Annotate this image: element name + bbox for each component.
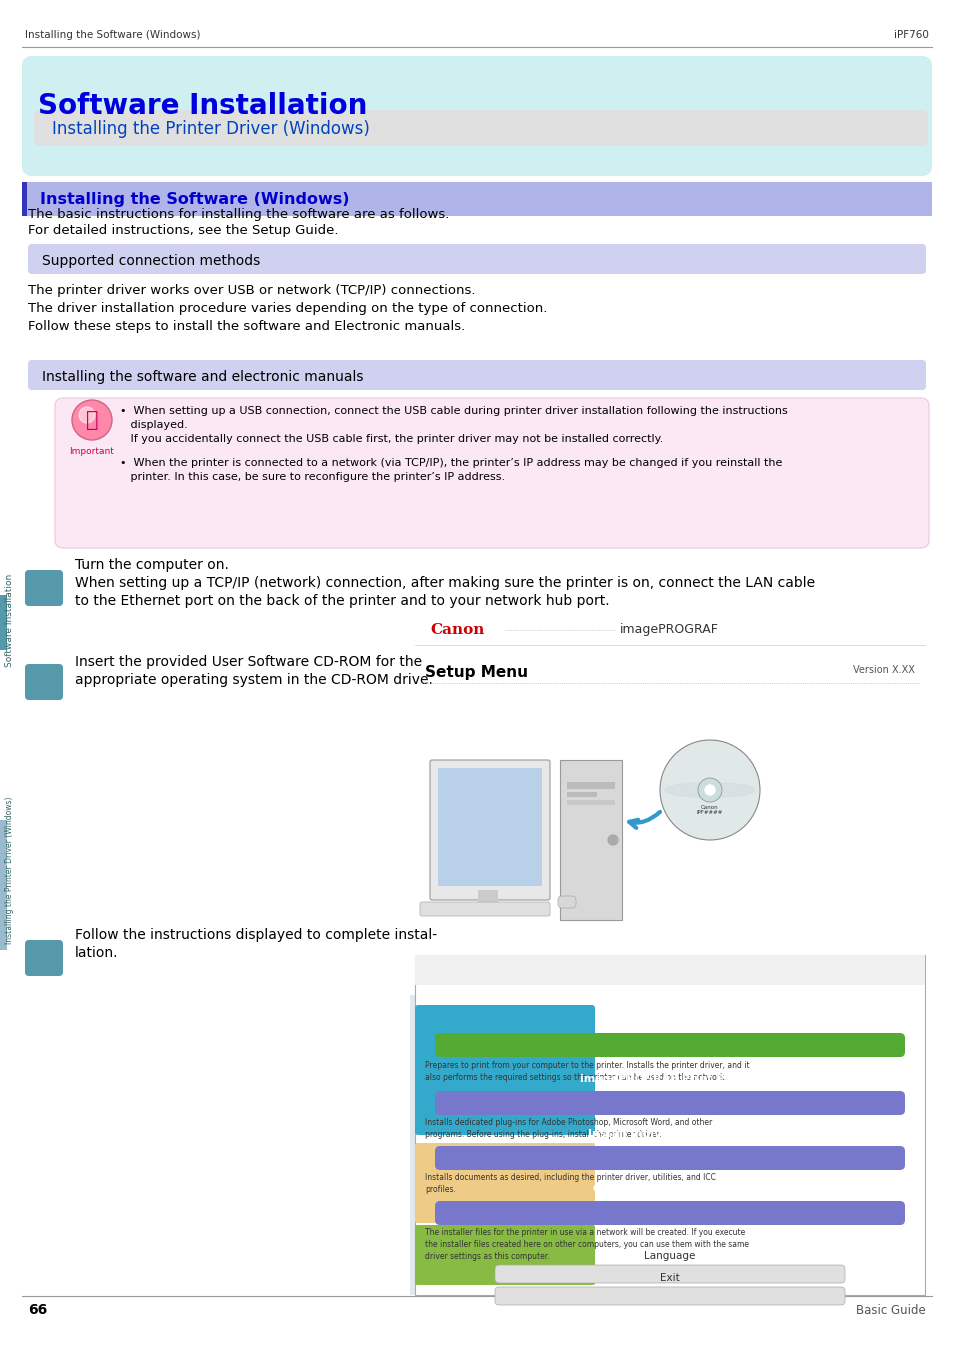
Bar <box>566 782 615 789</box>
Circle shape <box>79 407 95 423</box>
Circle shape <box>71 400 112 439</box>
Bar <box>566 793 597 797</box>
Text: Create the Installer Files: Create the Installer Files <box>592 1184 746 1194</box>
Text: printer. In this case, be sure to reconfigure the printer’s IP address.: printer. In this case, be sure to reconf… <box>120 472 504 483</box>
Text: the installer files created here on other computers, you can use them with the s: the installer files created here on othe… <box>424 1240 748 1250</box>
Text: Follow these steps to install the software and Electronic manuals.: Follow these steps to install the softwa… <box>28 319 465 333</box>
Text: driver settings as this computer.: driver settings as this computer. <box>424 1252 549 1260</box>
FancyBboxPatch shape <box>25 940 63 976</box>
Text: Canon: Canon <box>430 623 484 638</box>
Text: The basic instructions for installing the software are as follows.: The basic instructions for installing th… <box>28 208 449 221</box>
FancyBboxPatch shape <box>558 896 576 909</box>
Text: Software Installation: Software Installation <box>6 573 14 667</box>
Text: Installs dedicated plug-ins for Adobe Photoshop, Microsoft Word, and other: Installs dedicated plug-ins for Adobe Ph… <box>424 1117 712 1127</box>
FancyBboxPatch shape <box>419 902 550 917</box>
Bar <box>415 954 924 1295</box>
Text: For detailed instructions, see the Setup Guide.: For detailed instructions, see the Setup… <box>28 224 338 237</box>
Text: profiles.: profiles. <box>424 1185 456 1194</box>
Text: 66: 66 <box>28 1304 48 1317</box>
Bar <box>559 760 621 919</box>
Text: If you accidentally connect the USB cable first, the printer driver may not be i: If you accidentally connect the USB cabl… <box>120 434 662 443</box>
Text: Installing the Printer Driver (Windows): Installing the Printer Driver (Windows) <box>6 797 14 944</box>
FancyBboxPatch shape <box>415 1225 595 1285</box>
Text: Installing the Printer Driver (Windows): Installing the Printer Driver (Windows) <box>52 120 370 137</box>
Text: Basic Guide: Basic Guide <box>856 1304 925 1317</box>
Text: programs. Before using the plug-ins, install the printer driver.: programs. Before using the plug-ins, ins… <box>424 1130 660 1139</box>
Circle shape <box>704 785 714 795</box>
FancyBboxPatch shape <box>435 1146 904 1170</box>
Circle shape <box>607 834 618 845</box>
Text: 2: 2 <box>35 635 52 659</box>
Text: Install Printer Driver: Install Printer Driver <box>598 1015 741 1027</box>
Text: Install Individual Software: Install Individual Software <box>587 1130 752 1139</box>
Text: to the Ethernet port on the back of the printer and to your network hub port.: to the Ethernet port on the back of the … <box>75 594 609 608</box>
FancyBboxPatch shape <box>25 665 63 700</box>
Text: Insert the provided User Software CD-ROM for the: Insert the provided User Software CD-ROM… <box>75 655 421 669</box>
Bar <box>22 182 27 216</box>
Bar <box>566 799 615 805</box>
Text: also performs the required settings so the printer can be used on the network.: also performs the required settings so t… <box>424 1073 726 1082</box>
Text: Installing the Software (Windows): Installing the Software (Windows) <box>25 30 200 40</box>
FancyBboxPatch shape <box>435 1033 904 1057</box>
Circle shape <box>659 740 760 840</box>
Text: imagePROGRAF: imagePROGRAF <box>619 624 719 636</box>
Text: displayed.: displayed. <box>120 421 188 430</box>
Bar <box>410 995 599 1295</box>
Text: Supported connection methods: Supported connection methods <box>42 253 260 268</box>
Text: 3: 3 <box>35 911 52 936</box>
Text: Prepares to print from your computer to the printer. Installs the printer driver: Prepares to print from your computer to … <box>424 1061 749 1070</box>
Ellipse shape <box>664 782 754 798</box>
FancyBboxPatch shape <box>435 1201 904 1225</box>
FancyBboxPatch shape <box>28 244 925 274</box>
Text: •  When the printer is connected to a network (via TCP/IP), the printer’s IP add: • When the printer is connected to a net… <box>120 458 781 468</box>
Text: Canon
iPF####: Canon iPF#### <box>696 805 722 816</box>
FancyBboxPatch shape <box>495 1287 844 1305</box>
Circle shape <box>698 778 721 802</box>
Text: Setup Menu: Setup Menu <box>424 665 527 679</box>
FancyBboxPatch shape <box>415 1006 595 1135</box>
Bar <box>437 768 541 886</box>
FancyBboxPatch shape <box>25 570 63 607</box>
Bar <box>415 954 924 985</box>
Text: The driver installation procedure varies depending on the type of connection.: The driver installation procedure varies… <box>28 302 547 315</box>
Text: The printer driver works over USB or network (TCP/IP) connections.: The printer driver works over USB or net… <box>28 284 475 297</box>
Text: Follow the instructions displayed to complete instal-: Follow the instructions displayed to com… <box>75 927 436 942</box>
Text: imagePROGRAF Print Plug-In: imagePROGRAF Print Plug-In <box>579 1074 760 1084</box>
Text: Language: Language <box>643 1251 695 1260</box>
Text: •  When setting up a USB connection, connect the USB cable during printer driver: • When setting up a USB connection, conn… <box>120 406 787 417</box>
Text: Turn the computer on.: Turn the computer on. <box>75 558 229 572</box>
Text: lation.: lation. <box>75 946 118 960</box>
FancyBboxPatch shape <box>34 111 927 146</box>
Text: appropriate operating system in the CD-ROM drive.: appropriate operating system in the CD-R… <box>75 673 433 687</box>
Text: Software Installation: Software Installation <box>38 92 367 120</box>
Bar <box>464 905 511 911</box>
Text: Version X.XX: Version X.XX <box>852 665 914 675</box>
FancyArrowPatch shape <box>629 811 659 828</box>
Text: ✋: ✋ <box>86 410 98 430</box>
FancyBboxPatch shape <box>55 398 928 549</box>
Text: 1: 1 <box>35 541 52 565</box>
Text: Installing the Software (Windows): Installing the Software (Windows) <box>40 191 349 208</box>
Text: iPF760: iPF760 <box>893 30 928 40</box>
Text: Important: Important <box>70 448 114 456</box>
Text: Installs documents as desired, including the printer driver, utilities, and ICC: Installs documents as desired, including… <box>424 1173 715 1182</box>
Text: The installer files for the printer in use via a network will be created. If you: The installer files for the printer in u… <box>424 1228 744 1237</box>
FancyBboxPatch shape <box>435 1091 904 1115</box>
Text: Installing the software and electronic manuals: Installing the software and electronic m… <box>42 369 363 384</box>
Text: When setting up a TCP/IP (network) connection, after making sure the printer is : When setting up a TCP/IP (network) conne… <box>75 576 814 590</box>
Text: Exit: Exit <box>659 1273 679 1283</box>
Bar <box>22 182 931 216</box>
Bar <box>477 890 497 905</box>
FancyBboxPatch shape <box>415 1143 595 1223</box>
FancyBboxPatch shape <box>22 57 931 177</box>
Bar <box>0 594 7 650</box>
Bar <box>0 820 7 950</box>
FancyBboxPatch shape <box>28 360 925 390</box>
FancyBboxPatch shape <box>430 760 550 900</box>
FancyBboxPatch shape <box>495 1264 844 1283</box>
